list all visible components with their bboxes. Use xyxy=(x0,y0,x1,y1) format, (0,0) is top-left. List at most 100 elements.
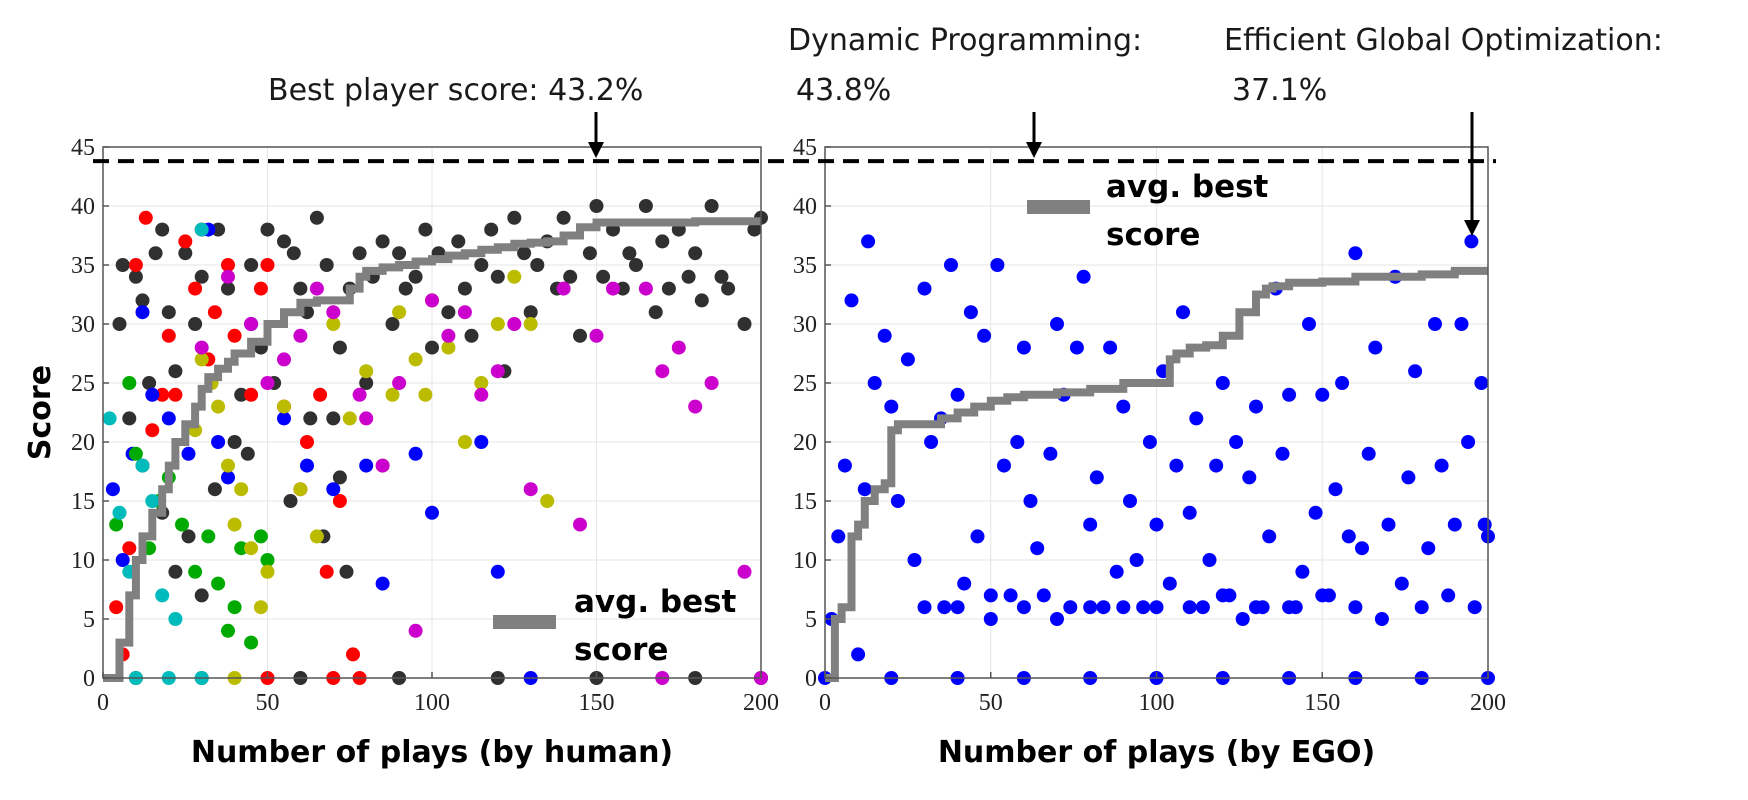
ego-value-annotation: 37.1% xyxy=(1232,73,1327,108)
data-point xyxy=(207,305,222,320)
data-point xyxy=(148,246,163,261)
data-point xyxy=(425,340,439,355)
data-point xyxy=(359,376,374,390)
x-tick-label: 100 xyxy=(414,690,450,716)
data-point xyxy=(155,387,170,402)
data-point xyxy=(474,435,489,449)
data-point xyxy=(1381,517,1396,532)
data-point xyxy=(283,494,298,508)
data-point xyxy=(1408,364,1423,379)
data-point xyxy=(211,399,226,414)
data-point xyxy=(260,222,275,237)
data-point xyxy=(917,281,932,296)
data-point xyxy=(221,623,235,638)
data-point xyxy=(221,269,235,284)
legend-label: avg. best xyxy=(1106,169,1269,205)
data-point xyxy=(457,281,472,296)
data-point xyxy=(339,564,354,579)
data-point xyxy=(573,517,587,532)
data-point xyxy=(194,352,209,367)
y-tick-label: 0 xyxy=(805,666,817,692)
data-point xyxy=(135,305,150,320)
data-point xyxy=(1235,612,1250,626)
data-point xyxy=(1089,470,1104,485)
data-point xyxy=(221,458,235,473)
data-point xyxy=(408,623,423,638)
data-point xyxy=(490,564,505,579)
data-point xyxy=(1003,588,1018,603)
data-point xyxy=(227,435,242,449)
data-point xyxy=(1374,612,1389,626)
data-point xyxy=(1136,600,1151,615)
data-point xyxy=(1043,446,1058,461)
data-point xyxy=(1361,446,1376,461)
x-axis-label: Number of plays (by human) xyxy=(191,735,673,770)
data-point xyxy=(831,529,846,544)
data-point xyxy=(244,317,259,331)
data-point xyxy=(721,281,736,296)
data-point xyxy=(145,423,160,438)
data-point xyxy=(178,246,193,261)
data-point xyxy=(1189,411,1204,426)
data-point xyxy=(1176,305,1190,320)
y-tick-label: 15 xyxy=(71,489,95,515)
data-point xyxy=(688,399,703,414)
data-point xyxy=(260,258,275,272)
data-point xyxy=(900,352,915,367)
data-point xyxy=(221,258,235,272)
data-point xyxy=(1109,564,1124,579)
data-point xyxy=(556,281,571,296)
y-tick-label: 40 xyxy=(793,194,817,220)
data-point xyxy=(970,529,985,544)
data-point xyxy=(194,340,209,355)
data-point xyxy=(385,387,400,402)
data-point xyxy=(194,222,209,237)
data-point xyxy=(990,258,1005,272)
data-point xyxy=(507,269,522,284)
data-point xyxy=(1414,600,1429,615)
data-point xyxy=(418,222,433,237)
data-point xyxy=(122,376,137,390)
data-point xyxy=(1123,494,1137,508)
data-point xyxy=(300,458,314,473)
data-point xyxy=(194,269,209,284)
data-point xyxy=(648,305,663,320)
data-point xyxy=(861,234,876,249)
data-point xyxy=(704,376,719,390)
data-point xyxy=(109,517,124,532)
data-point xyxy=(1428,317,1442,331)
data-point xyxy=(122,411,137,426)
data-point xyxy=(244,387,259,402)
data-point xyxy=(375,234,390,249)
data-point xyxy=(211,222,226,237)
best-player-arrow-head xyxy=(588,142,604,158)
data-point xyxy=(877,328,892,343)
data-point xyxy=(102,411,117,426)
data-point xyxy=(332,494,347,508)
data-point xyxy=(408,269,423,284)
data-point xyxy=(596,269,611,284)
data-point xyxy=(221,281,235,296)
data-point xyxy=(227,600,242,615)
y-tick-label: 25 xyxy=(71,371,95,397)
x-tick-label: 50 xyxy=(256,690,280,716)
data-point xyxy=(1477,517,1492,532)
data-point xyxy=(1441,588,1456,603)
data-point xyxy=(474,387,489,402)
data-point xyxy=(188,317,203,331)
y-tick-label: 10 xyxy=(793,548,817,574)
data-point xyxy=(145,387,160,402)
data-point xyxy=(997,458,1011,473)
data-point xyxy=(1282,387,1297,402)
data-point xyxy=(1129,553,1144,567)
data-point xyxy=(1182,505,1197,520)
data-point xyxy=(1454,317,1469,331)
data-point xyxy=(1096,600,1111,615)
data-point xyxy=(277,411,291,426)
data-point xyxy=(1242,470,1257,485)
data-point xyxy=(277,352,291,367)
data-point xyxy=(950,387,965,402)
data-point xyxy=(234,541,249,556)
data-point xyxy=(737,317,752,331)
data-point xyxy=(319,564,334,579)
